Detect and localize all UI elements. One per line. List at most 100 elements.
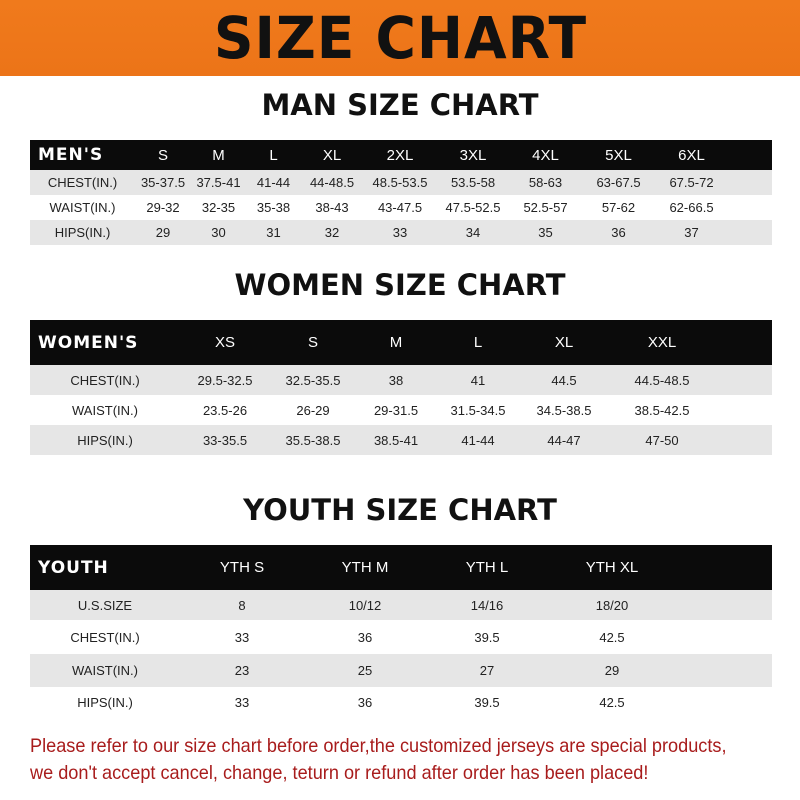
cell: 47-50: [645, 432, 679, 448]
cell: 27: [479, 663, 495, 678]
cell: M: [212, 146, 225, 164]
cell: 38: [388, 372, 404, 388]
table-header-row: YOUTH YTH S YTH M YTH L YTH XL: [30, 545, 772, 590]
cell: 38.5-42.5: [634, 402, 690, 418]
cell: 35: [538, 225, 553, 240]
cell: 44-47: [547, 432, 581, 448]
cell: 35-38: [256, 200, 291, 215]
table-header-row: MEN'S S M L XL 2XL 3XL 4XL 5XL 6XL: [30, 140, 772, 170]
cell: XS: [214, 334, 235, 351]
row-label: WOMEN'S: [38, 332, 139, 353]
row-label: CHEST(IN.): [47, 175, 118, 190]
cell: 35.5-38.5: [285, 432, 341, 448]
cell: 6XL: [678, 146, 705, 164]
cell: 39.5: [474, 629, 500, 645]
cell: 8: [238, 597, 246, 613]
cell: XL: [322, 146, 342, 164]
cell: S: [157, 146, 168, 164]
row-label: WAIST(IN.): [72, 402, 138, 418]
cell: 44.5: [551, 372, 577, 388]
page-title: SIZE CHART: [213, 4, 587, 72]
cell: 43-47.5: [377, 200, 423, 215]
table-row: CHEST(IN.) 29.5-32.5 32.5-35.5 38 41 44.5 44.5…: [30, 365, 772, 395]
cell: 62-66.5: [669, 200, 714, 215]
cell: 67.5-72: [669, 175, 714, 190]
cell: 10/12: [348, 597, 382, 613]
cell: L: [269, 146, 278, 164]
row-label: WAIST(IN.): [72, 663, 138, 678]
cell: 32.5-35.5: [285, 372, 341, 388]
table-row: WAIST(IN.) 23 25 27 29: [30, 654, 772, 687]
cell: 44-48.5: [309, 175, 355, 190]
table-row: HIPS(IN.) 33-35.5 35.5-38.5 38.5-41 41-44 44-…: [30, 425, 772, 455]
cell: 53.5-58: [450, 175, 496, 190]
cell: 29: [604, 663, 620, 678]
row-label: CHEST(IN.): [70, 629, 140, 645]
cell: 3XL: [459, 146, 487, 164]
row-label: CHEST(IN.): [70, 372, 140, 388]
row-label: HIPS(IN.): [54, 225, 111, 240]
cell: 5XL: [605, 146, 632, 164]
cell: 44.5-48.5: [634, 372, 690, 388]
cell: YTH L: [465, 559, 509, 576]
table-row: CHEST(IN.) 35-37.5 37.5-41 41-44 44-48.5 48.5…: [30, 170, 772, 195]
cell: 38-43: [315, 200, 349, 215]
cell: 29: [155, 225, 171, 240]
cell: 47.5-52.5: [445, 200, 501, 215]
table-row: WAIST(IN.) 29-32 32-35 35-38 38-43 43-47.5 47.…: [30, 195, 772, 220]
table-row: CHEST(IN.) 33 36 39.5 42.5: [30, 620, 772, 654]
table-row: HIPS(IN.) 33 36 39.5 42.5: [30, 687, 772, 718]
cell: XL: [554, 334, 574, 351]
cell: 37.5-41: [196, 175, 241, 190]
cell: 23.5-26: [202, 402, 248, 418]
cell: 35-37.5: [140, 175, 186, 190]
cell: 63-67.5: [596, 175, 641, 190]
cell: 25: [357, 663, 373, 678]
row-label: HIPS(IN.): [77, 432, 133, 448]
cell: S: [307, 334, 318, 351]
cell: 18/20: [595, 597, 629, 613]
cell: M: [389, 334, 403, 351]
row-label: MEN'S: [38, 145, 104, 165]
cell: YTH S: [219, 559, 265, 576]
cell: 2XL: [386, 146, 414, 164]
size-chart-banner: SIZE CHART: [0, 0, 800, 76]
cell: 41-44: [256, 175, 291, 190]
cell: 14/16: [470, 597, 504, 613]
cell: 31.5-34.5: [450, 402, 506, 418]
cell: 57-62: [601, 200, 636, 215]
cell: 34: [465, 225, 481, 240]
order-notice: Please refer to our size chart before or…: [30, 733, 737, 787]
women-size-table: WOMEN'S XS S M L XL XXL CHEST(IN.) 29.5-32.5 32.5…: [30, 320, 772, 455]
women-size-chart-title: WOMEN SIZE CHART: [234, 268, 566, 302]
table-row: U.S.SIZE 8 10/12 14/16 18/20: [30, 590, 772, 620]
cell: 38.5-41: [373, 432, 419, 448]
youth-size-table: YOUTH YTH S YTH M YTH L YTH XL U.S.SIZE 8 10/12…: [30, 545, 772, 718]
row-label: WAIST(IN.): [49, 200, 116, 215]
cell: XXL: [647, 334, 677, 351]
youth-size-chart-title: YOUTH SIZE CHART: [243, 493, 557, 527]
cell: 33: [234, 695, 250, 710]
cell: 33: [392, 225, 408, 240]
cell: 33-35.5: [202, 432, 248, 448]
notice-line-2: we don't accept cancel, change, teturn o…: [30, 762, 649, 784]
table-header-row: WOMEN'S XS S M L XL XXL: [30, 320, 772, 365]
cell: 36: [357, 629, 373, 645]
cell: 29-32: [146, 200, 180, 215]
cell: 23: [234, 663, 250, 678]
men-size-table: MEN'S S M L XL 2XL 3XL 4XL 5XL 6XL CHEST(IN.) 35-37…: [30, 140, 772, 245]
cell: 41-44: [461, 432, 495, 448]
cell: 32-35: [201, 200, 236, 215]
cell: 4XL: [532, 146, 559, 164]
row-label: U.S.SIZE: [77, 597, 133, 613]
cell: 39.5: [474, 695, 500, 710]
row-label: YOUTH: [38, 557, 109, 578]
cell: 34.5-38.5: [536, 402, 592, 418]
cell: 32: [324, 225, 340, 240]
table-row: HIPS(IN.) 29 30 31 32 33 34 35 36 37: [30, 220, 772, 245]
men-size-chart-title: MAN SIZE CHART: [261, 88, 539, 122]
row-label: HIPS(IN.): [77, 695, 133, 710]
notice-line-1: Please refer to our size chart before or…: [30, 735, 727, 757]
cell: 29.5-32.5: [197, 372, 253, 388]
cell: L: [473, 334, 483, 351]
